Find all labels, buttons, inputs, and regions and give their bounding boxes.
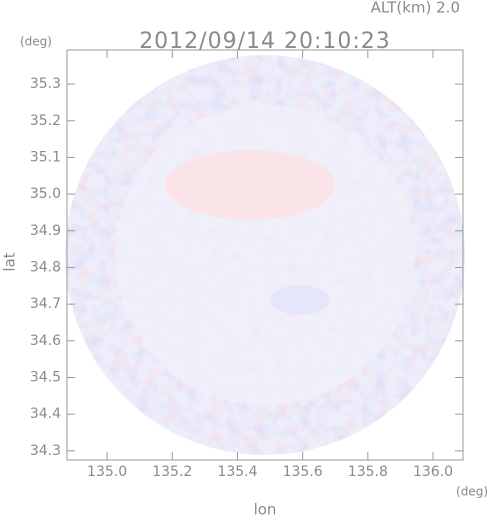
plot-frame <box>66 49 464 461</box>
chart-title: 2012/09/14 20:10:23 <box>139 29 391 54</box>
x-tick-label: 135.6 <box>283 464 323 480</box>
x-tick-label: 135.8 <box>348 464 388 480</box>
x-unit: (deg) <box>456 485 488 499</box>
y-tick-label: 35.2 <box>30 113 61 129</box>
altitude-label: ALT(km) 2.0 <box>371 0 460 17</box>
radar-echo <box>65 55 465 455</box>
x-tick-label: 135.4 <box>217 464 257 480</box>
x-tick-label: 135.2 <box>152 464 192 480</box>
y-tick-label: 34.7 <box>30 296 61 312</box>
x-tick-label: 135.0 <box>87 464 127 480</box>
y-tick-label: 34.3 <box>30 443 61 459</box>
y-unit: (deg) <box>20 35 52 49</box>
y-tick-label: 34.6 <box>30 333 61 349</box>
y-tick-label: 34.4 <box>30 406 61 422</box>
y-axis-label: lat <box>1 252 19 271</box>
y-tick-label: 35.1 <box>30 149 61 165</box>
y-tick-label: 35.3 <box>30 76 61 92</box>
y-tick-label: 34.8 <box>30 259 61 275</box>
x-axis-label: lon <box>254 501 277 519</box>
y-tick-label: 34.5 <box>30 369 61 385</box>
y-tick-label: 35.0 <box>30 186 61 202</box>
x-tick-label: 136.0 <box>413 464 453 480</box>
y-tick-label: 34.9 <box>30 223 61 239</box>
